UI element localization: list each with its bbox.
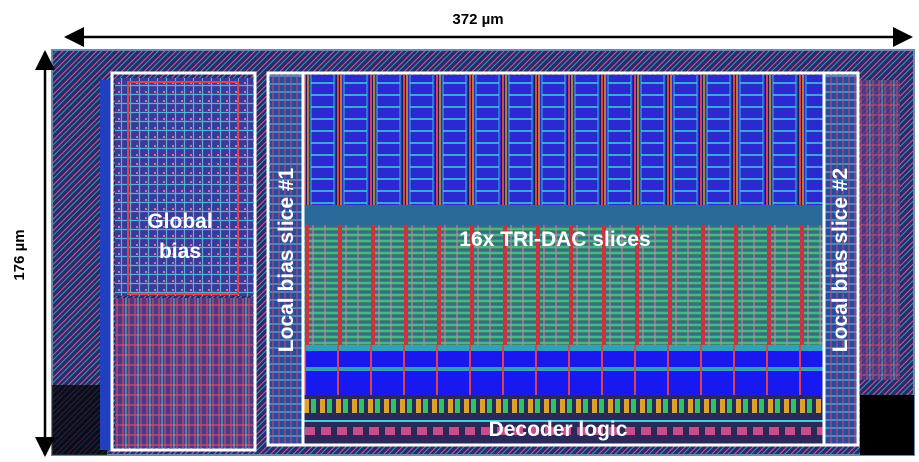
dac-label: 16x TRI-DAC slices [459,228,650,251]
left-rail [100,80,112,450]
decoder-label: Decoder logic [489,418,628,441]
local-bias-1-area [270,75,303,445]
global-bias-lower [115,298,253,448]
local-bias-1-label: Local bias slice #1 [275,167,298,352]
global-bias-box [110,71,257,452]
dac-low [270,345,856,395]
width-label: 372 µm [452,11,503,28]
height-label: 176 µm [11,229,28,280]
right-rail [860,80,900,380]
chip-notch [860,395,914,455]
global-bias-frame [127,81,239,295]
local-bias-2-area [825,75,857,445]
chip-corner [52,385,107,455]
global-bias-label-line: bias [159,240,201,263]
dac-mid [270,225,856,345]
decoder-area [270,395,856,445]
global-bias-upper [115,78,253,296]
local-bias-2-label: Local bias slice #2 [829,168,852,352]
dac-top [270,75,856,210]
dac-box [266,71,860,447]
dac-band [270,205,856,225]
global-bias-label-line: Global [147,210,212,233]
